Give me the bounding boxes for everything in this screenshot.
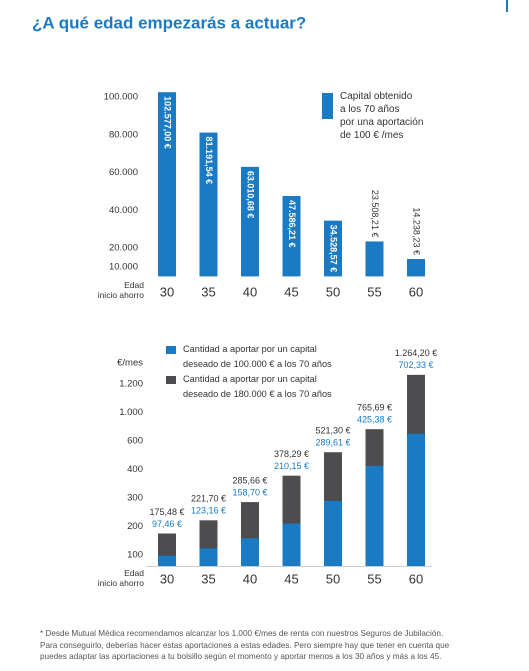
x-tick-label: 30 — [160, 284, 174, 299]
value-label: 425,38 € — [357, 415, 392, 425]
y-tick-label: 20.000 — [109, 243, 138, 254]
legend-label: Cantidad a aportar por un capital desead… — [183, 374, 332, 399]
x-tick-label: 45 — [284, 571, 298, 586]
bar — [158, 92, 176, 277]
value-label: 221,70 € — [191, 494, 226, 504]
value-label: 378,29 € — [274, 449, 309, 459]
x-tick-label: 35 — [201, 571, 215, 586]
value-label: 14.238,23 € — [412, 207, 422, 255]
y-tick-label: 200 — [127, 521, 143, 532]
bar — [407, 433, 425, 567]
x-tick-label: 40 — [243, 571, 257, 586]
bar — [365, 241, 384, 277]
bar — [282, 195, 301, 277]
bar — [282, 523, 301, 567]
value-label: 23.508,21 € — [370, 190, 380, 238]
y-axis-label: €/mes — [117, 358, 143, 369]
value-label: 63.010,68 € — [246, 171, 256, 219]
value-label: 1.264,20 € — [395, 348, 438, 358]
bar — [199, 548, 218, 567]
y-tick-label: 60.000 — [109, 167, 138, 178]
value-label: 210,15 € — [274, 461, 309, 471]
y-tick-label: 40.000 — [109, 205, 138, 216]
bar — [241, 538, 259, 567]
x-axis-label: Edad inicio ahorro — [97, 280, 144, 300]
bar — [241, 166, 259, 277]
value-label: 34.528,57 € — [329, 225, 339, 273]
y-tick-label: 1.200 — [119, 379, 143, 390]
bar — [199, 132, 218, 277]
x-axis-label: Edad inicio ahorro — [97, 568, 144, 588]
y-tick-label: 100 — [127, 550, 143, 561]
x-tick-label: 55 — [367, 571, 381, 586]
y-tick-label: 80.000 — [109, 129, 138, 140]
value-label: 521,30 € — [315, 426, 350, 436]
value-label: 47.586,21 € — [287, 200, 297, 248]
footnote: * Desde Mutual Médica recomendamos alcan… — [40, 629, 450, 661]
value-label: 175,48 € — [149, 507, 184, 517]
value-label: 285,66 € — [232, 475, 267, 485]
x-tick-label: 45 — [284, 284, 298, 299]
value-label: 97,46 € — [152, 519, 182, 529]
x-tick-label: 55 — [367, 284, 381, 299]
y-tick-label: 300 — [127, 493, 143, 504]
value-label: 158,70 € — [232, 487, 267, 497]
x-tick-label: 30 — [160, 571, 174, 586]
x-tick-label: 60 — [409, 571, 423, 586]
y-tick-label: 1.000 — [119, 407, 143, 418]
bar — [407, 258, 425, 277]
y-tick-label: 10.000 — [109, 261, 138, 272]
legend-label: Cantidad a aportar por un capital desead… — [183, 344, 332, 369]
bar — [324, 500, 342, 567]
y-tick-label: 600 — [127, 436, 143, 447]
x-tick-label: 60 — [409, 284, 423, 299]
value-label: 702,33 € — [398, 360, 433, 370]
legend-swatch — [166, 346, 176, 354]
legend-swatch — [166, 376, 176, 384]
y-tick-label: 100.000 — [104, 92, 138, 103]
x-tick-label: 40 — [243, 284, 257, 299]
page-title: ¿A qué edad empezarás a actuar? — [32, 13, 306, 32]
bar — [365, 465, 384, 567]
value-label: 289,61 € — [315, 438, 350, 448]
legend-swatch — [322, 93, 333, 119]
x-tick-label: 50 — [326, 284, 340, 299]
value-label: 102.577,00 € — [163, 96, 173, 149]
x-tick-label: 35 — [201, 284, 215, 299]
bar — [324, 220, 342, 277]
bar — [158, 555, 176, 567]
value-label: 123,16 € — [191, 506, 226, 516]
legend-label: Capital obtenido a los 70 años por una a… — [340, 91, 424, 141]
y-tick-label: 400 — [127, 464, 143, 475]
x-tick-label: 50 — [326, 571, 340, 586]
value-label: 81.191,54 € — [204, 137, 214, 185]
value-label: 765,69 € — [357, 403, 392, 413]
